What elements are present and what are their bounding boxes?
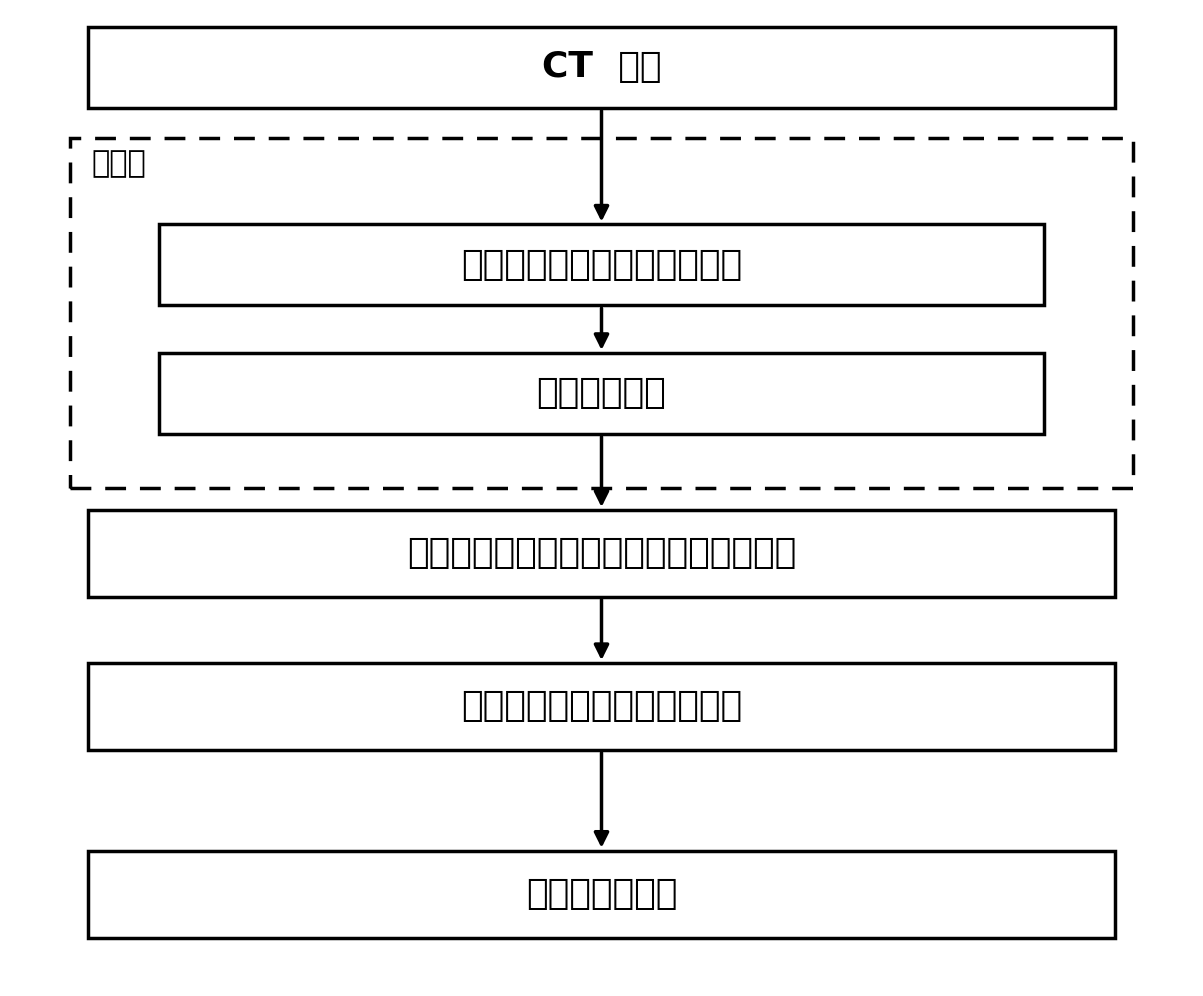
Bar: [160, 224, 1043, 306]
Bar: [88, 851, 1115, 937]
Text: 采用小波变换去噪与边缘增强: 采用小波变换去噪与边缘增强: [461, 248, 742, 282]
Bar: [88, 663, 1115, 750]
Text: 提取胸部区域: 提取胸部区域: [537, 376, 666, 410]
Text: 应用曲率分析矫正肺实质轮廓: 应用曲率分析矫正肺实质轮廓: [461, 689, 742, 723]
Bar: [88, 27, 1115, 108]
Text: 预处理: 预处理: [91, 149, 146, 178]
Bar: [88, 510, 1115, 597]
Text: CT  图像: CT 图像: [541, 51, 662, 85]
Text: 肺实质分割结果: 肺实质分割结果: [526, 877, 677, 911]
Text: 基于先验信息引导的随机游走分割肺组织: 基于先验信息引导的随机游走分割肺组织: [407, 536, 796, 571]
Bar: [70, 137, 1133, 488]
Bar: [160, 353, 1043, 434]
